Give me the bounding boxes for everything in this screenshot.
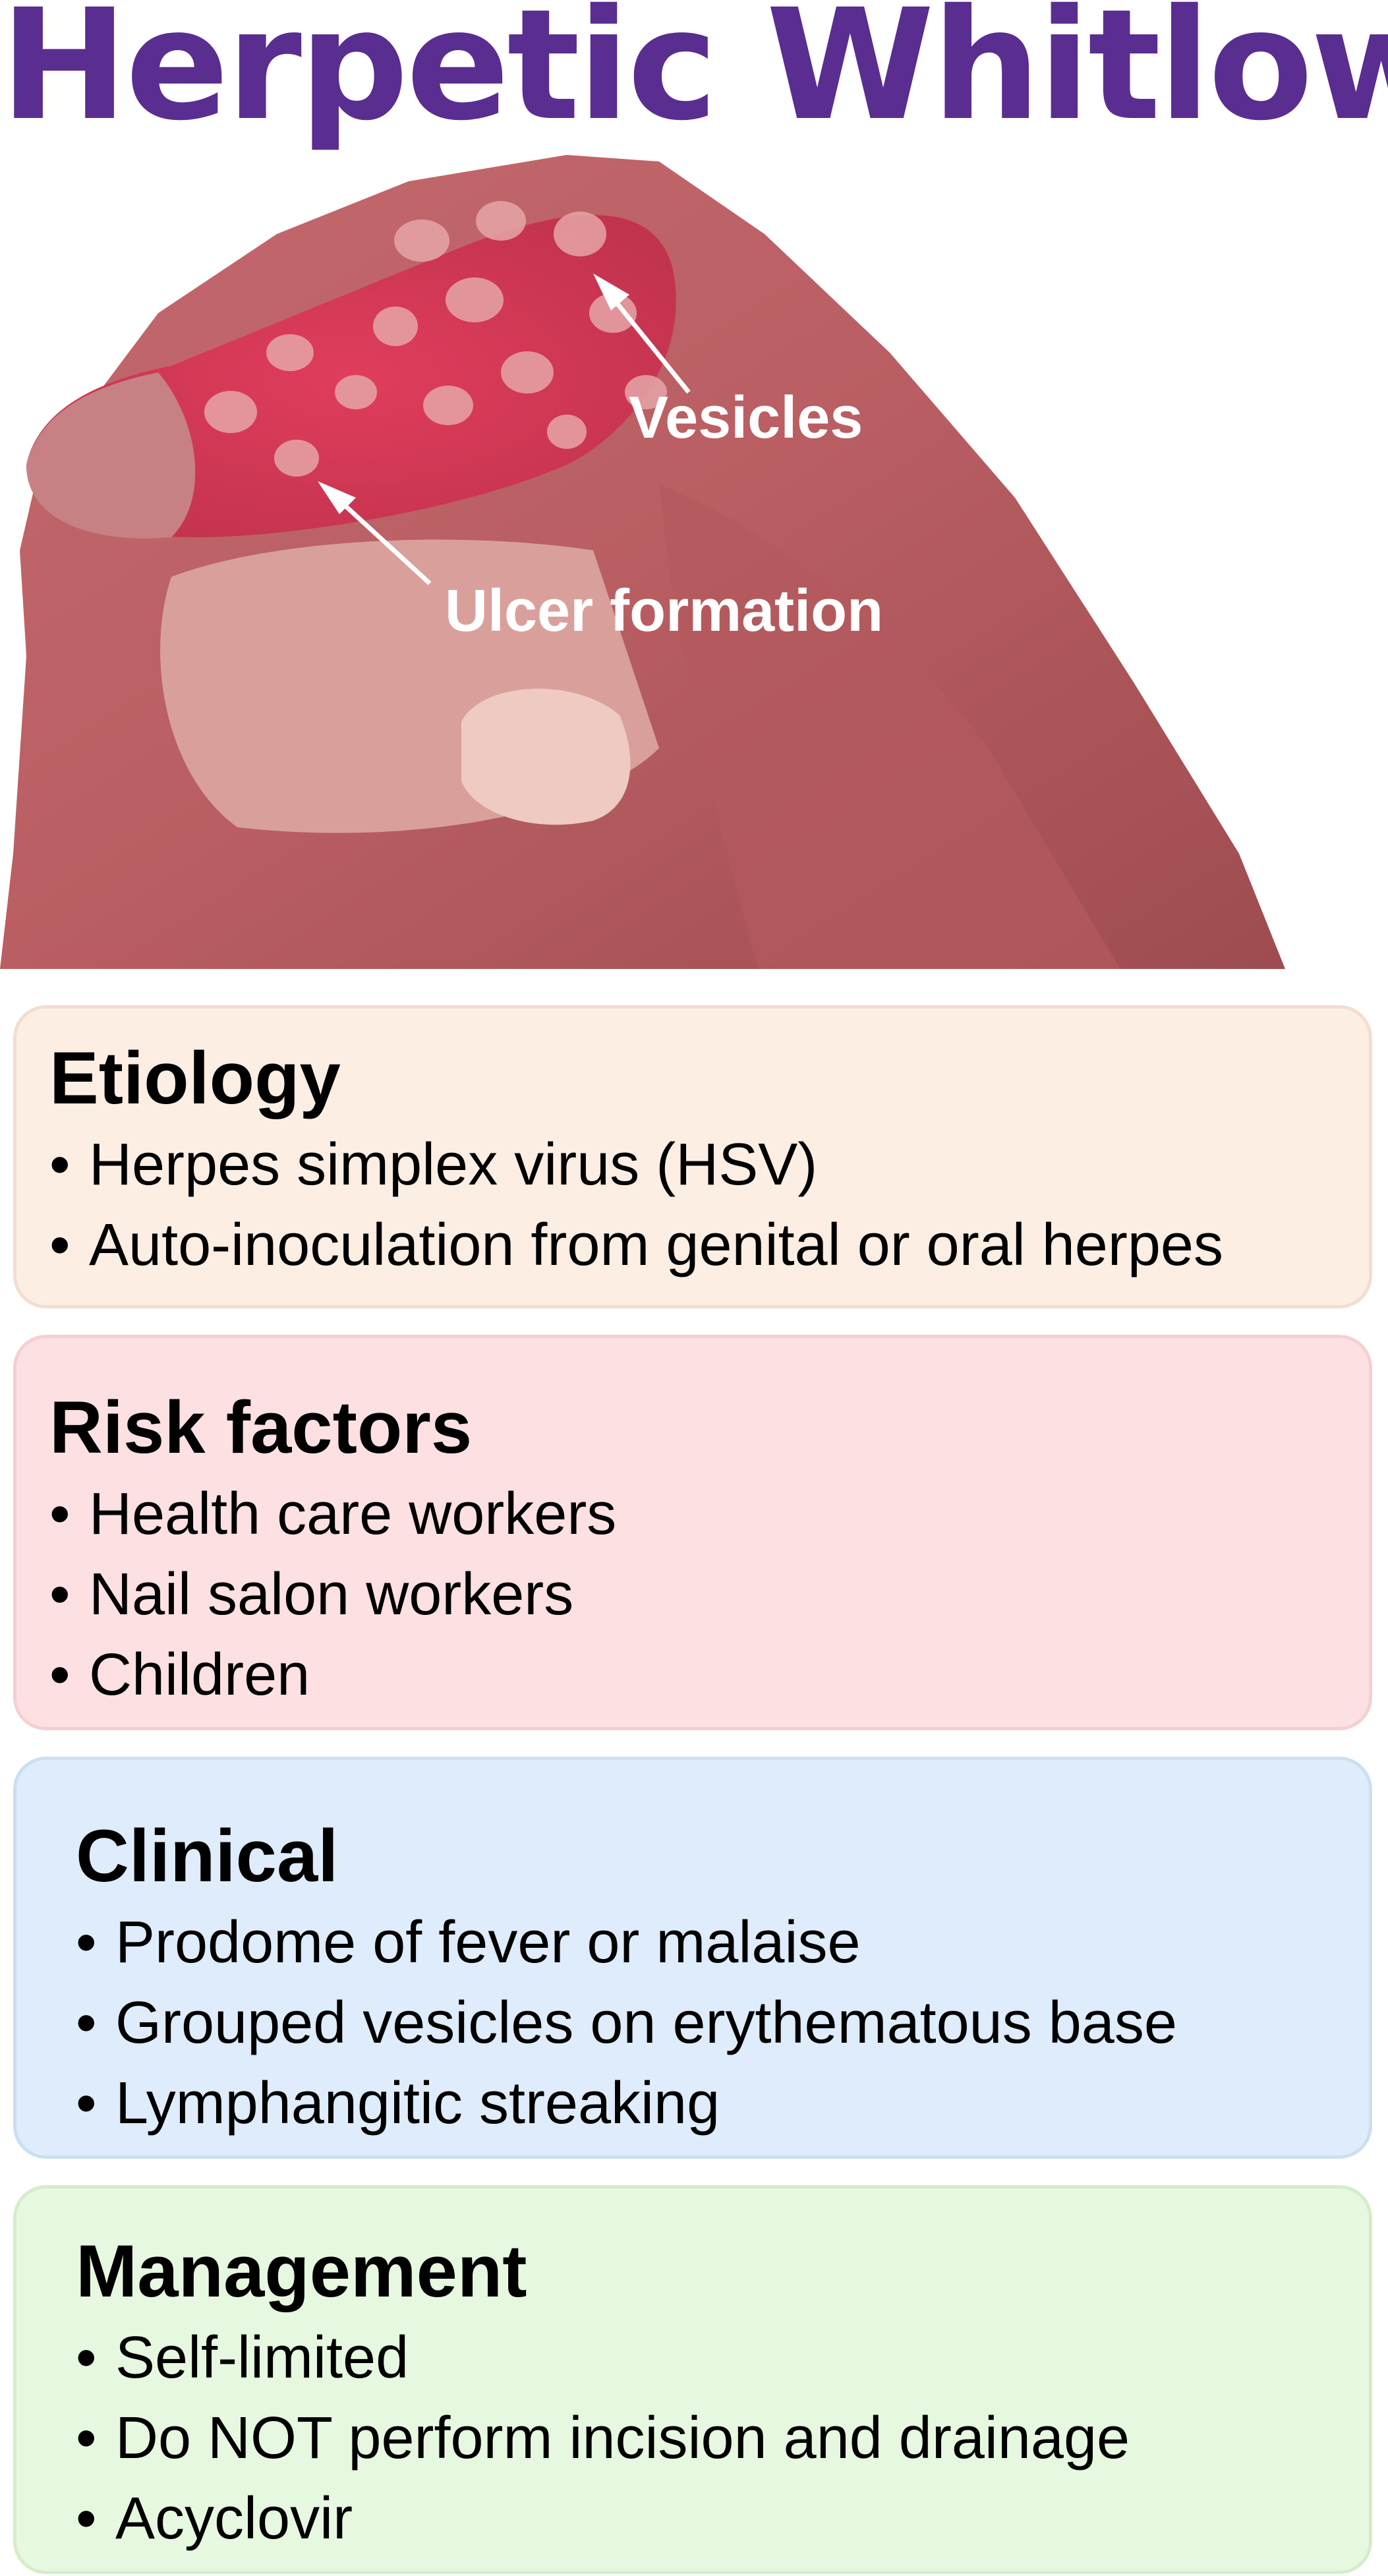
etiology-item: • Herpes simplex virus (HSV) [49, 1132, 818, 1198]
clinical-section: Clinical • Prodome of fever or malaise • G… [13, 1757, 1372, 2159]
risk-factors-item: • Children [49, 1642, 310, 1708]
management-item: • Do NOT perform incision and drainage [76, 2405, 1130, 2471]
risk-factors-item: • Nail salon workers [49, 1562, 574, 1627]
etiology-heading: Etiology [49, 1037, 341, 1119]
etiology-section: Etiology • Herpes simplex virus (HSV) • Au… [13, 1005, 1372, 1308]
clinical-item: • Grouped vesicles on erythematous base [76, 1990, 1177, 2056]
clinical-item: • Lymphangitic streaking [76, 2070, 720, 2136]
finger-photo: Vesicles Ulcer formation [0, 155, 1285, 969]
vesicles-label: Vesicles [629, 385, 863, 451]
page-title: Herpetic Whitlow [0, 0, 1388, 154]
management-section: Management • Self-limited • Do NOT perform… [13, 2185, 1372, 2574]
management-item: • Self-limited [76, 2325, 409, 2391]
clinical-item: • Prodome of fever or malaise [76, 1910, 861, 1976]
management-heading: Management [76, 2230, 527, 2312]
clinical-heading: Clinical [76, 1815, 339, 1897]
risk-factors-item: • Health care workers [49, 1481, 617, 1547]
etiology-item: • Auto-inoculation from genital or oral h… [49, 1212, 1223, 1278]
management-item: • Acyclovir [76, 2486, 353, 2552]
ulcer-formation-label: Ulcer formation [445, 578, 883, 644]
risk-factors-heading: Risk factors [49, 1386, 473, 1469]
risk-factors-section: Risk factors • Health care workers • Nail … [13, 1335, 1372, 1730]
